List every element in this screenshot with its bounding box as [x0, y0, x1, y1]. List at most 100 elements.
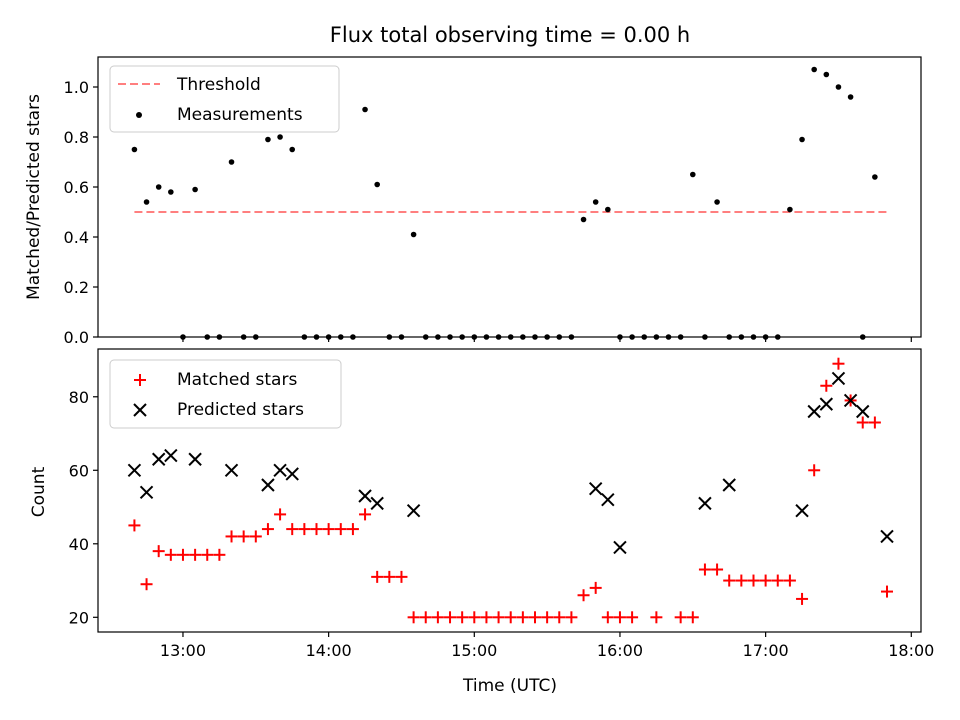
predicted-stars-point [151, 452, 166, 466]
matched-stars-point [832, 357, 845, 370]
measurement-point [823, 71, 830, 78]
matched-stars-point [128, 519, 141, 532]
matched-stars-point [407, 611, 420, 624]
measurement-point [799, 136, 805, 143]
matched-stars-point [589, 581, 602, 594]
predicted-stars-point [164, 448, 178, 463]
matched-stars-point [346, 523, 359, 536]
matched-stars-point [456, 611, 469, 624]
matched-stars-point [711, 563, 724, 576]
ratio-plot: 0.0 0.2 0.4 0.6 0.8 1.0 [64, 66, 912, 347]
matched-stars-point [310, 523, 323, 536]
matched-stars-point [261, 523, 274, 536]
matched-stars-point [783, 574, 796, 587]
matched-stars-point [868, 416, 881, 429]
matched-stars-point [444, 611, 457, 624]
predicted-stars-point [601, 492, 615, 507]
measurement-point [811, 66, 817, 73]
x-axis-label: Time (UTC) [462, 676, 557, 696]
matched-stars-point [541, 611, 554, 624]
matched-stars-point [213, 548, 226, 561]
predicted-stars-point [819, 397, 834, 411]
x-tick-label: 16:00 [597, 641, 643, 660]
predicted-stars-point [807, 404, 821, 419]
matched-legend-marker [134, 374, 146, 386]
matched-stars-point [856, 416, 869, 429]
count-plot-frame [97, 348, 922, 633]
y-tick-label: 0.8 [64, 128, 89, 147]
y-tick-label: 0.6 [64, 178, 89, 197]
matched-stars-point [771, 574, 784, 587]
matched-stars-point [395, 570, 408, 583]
matched-stars-point [759, 574, 772, 587]
measurement-point [143, 199, 150, 205]
predicted-stars-point [880, 529, 894, 544]
y-tick-label: 0.2 [64, 278, 89, 297]
matched-stars-point [698, 563, 711, 576]
x-tick-label: 17:00 [743, 641, 789, 660]
y-tick-label: 1.0 [64, 78, 89, 97]
predicted-legend-label: Predicted stars [177, 400, 304, 420]
matched-stars-point [468, 611, 481, 624]
y-tick-label: 80 [69, 388, 89, 407]
y-tick-label: 40 [69, 535, 89, 554]
predicted-legend-marker [133, 403, 147, 417]
x-tick-label: 14:00 [306, 641, 352, 660]
x-tick-label: 15:00 [451, 641, 497, 660]
predicted-stars-point [795, 504, 809, 518]
matched-stars-point [820, 379, 833, 392]
count-y-axis-label: Count [29, 466, 49, 517]
count-legend: Matched stars Predicted stars [109, 359, 342, 429]
matched-stars-point [140, 578, 153, 591]
predicted-stars-point [261, 478, 275, 492]
matched-legend-label: Matched stars [177, 370, 297, 390]
threshold-legend-label: Threshold [176, 75, 261, 95]
measurement-point [362, 106, 368, 113]
measurement-point [592, 199, 599, 205]
matched-stars-point [565, 611, 578, 624]
matched-stars-point [480, 611, 493, 624]
predicted-stars-point [588, 481, 603, 496]
matched-stars-point [577, 589, 590, 602]
y-tick-label: 60 [69, 461, 89, 480]
matched-stars-point [201, 548, 214, 561]
measurement-point [872, 174, 878, 180]
matched-stars-point [808, 464, 821, 477]
matched-stars-point [881, 585, 894, 598]
measurement-point [787, 206, 793, 213]
predicted-stars-point [856, 404, 870, 419]
measurement-point [289, 146, 296, 153]
measurement-point [277, 134, 283, 140]
matched-stars-point [383, 570, 396, 583]
measurement-point [605, 206, 611, 213]
matched-stars-point [492, 611, 505, 624]
matched-stars-point [516, 611, 529, 624]
matched-stars-point [431, 611, 444, 624]
predicted-stars-point [722, 478, 736, 492]
predicted-stars-point [127, 463, 142, 477]
predicted-stars-point [224, 463, 239, 477]
predicted-stars-point [358, 489, 372, 503]
matched-stars-point [189, 548, 202, 561]
matched-stars-point [237, 530, 250, 543]
predicted-stars-point [370, 496, 384, 511]
predicted-stars-point [698, 496, 712, 511]
matched-stars-point [164, 548, 177, 561]
measurement-point [168, 189, 174, 195]
measurement-point [374, 181, 380, 188]
measurement-point [228, 159, 235, 165]
count-plot: 13:00 14:00 15:00 16:00 17:00 18:00 20 40 60 80 [69, 357, 934, 660]
matched-stars-point [601, 611, 614, 624]
matched-stars-point [371, 570, 384, 583]
matched-stars-point [176, 548, 189, 561]
matched-stars-point [504, 611, 517, 624]
ratio-y-axis-label: Matched/Predicted stars [24, 94, 44, 300]
matched-stars-point [419, 611, 432, 624]
measurement-point [580, 216, 587, 223]
matched-stars-point [613, 611, 626, 624]
predicted-stars-point [285, 467, 299, 481]
ratio-legend: Threshold Measurements [109, 65, 340, 133]
measurement-point [689, 171, 696, 178]
matched-stars-point [686, 611, 699, 624]
